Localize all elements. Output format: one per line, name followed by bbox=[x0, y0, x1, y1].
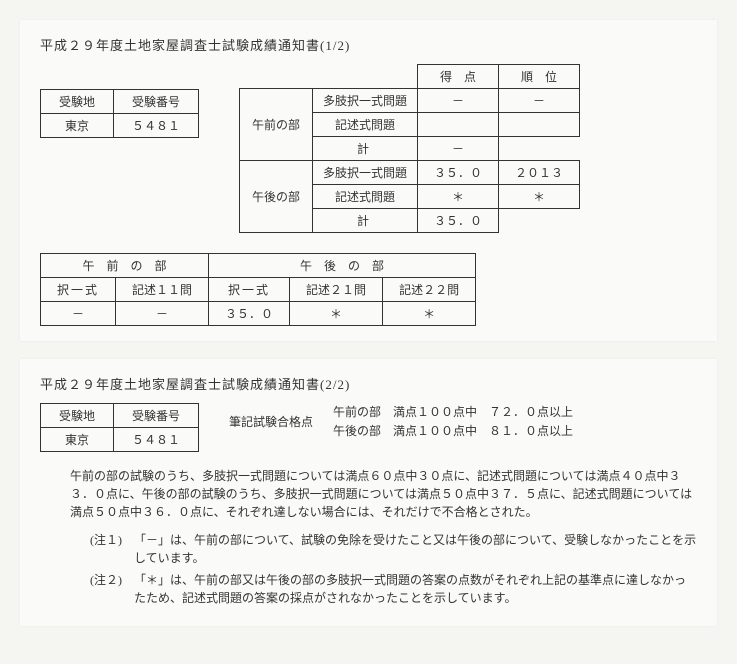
passmark-block: 筆記試験合格点 午前の部 満点１００点中 ７２．０点以上 午後の部 満点１００点… bbox=[229, 403, 573, 441]
row-type: 多肢択一式問題 bbox=[313, 161, 418, 185]
bd-col: 記述２１問 bbox=[290, 278, 383, 302]
note-1: (注１) 「－」は、午前の部について、試験の免除を受けたこと又は午後の部について… bbox=[90, 531, 697, 567]
body-text: 午前の部の試験のうち、多肢択一式問題については満点６０点中３０点に、記述式問題に… bbox=[70, 467, 697, 521]
row-rank: ＊ bbox=[499, 185, 580, 209]
breakdown-morning-label: 午 前 の 部 bbox=[41, 254, 209, 278]
row-type: 記述式問題 bbox=[313, 185, 418, 209]
morning-label: 午前の部 bbox=[240, 89, 313, 161]
row-rank bbox=[499, 209, 580, 233]
afternoon-label: 午後の部 bbox=[240, 161, 313, 233]
row-type: 計 bbox=[313, 209, 418, 233]
breakdown-afternoon-label: 午 後 の 部 bbox=[209, 254, 476, 278]
passmark-line1: 午前の部 満点１００点中 ７２．０点以上 bbox=[333, 403, 573, 422]
bd-val: － bbox=[41, 302, 116, 326]
row-type: 多肢択一式問題 bbox=[313, 89, 418, 113]
passmark-label: 筆記試験合格点 bbox=[229, 413, 313, 432]
breakdown-table: 午 前 の 部 午 後 の 部 択一式 記述１１問 択一式 記述２１問 記述２２… bbox=[40, 253, 476, 326]
page2-title: 平成２９年度土地家屋調査士試験成績通知書(2/2) bbox=[40, 374, 697, 393]
bd-col: 択一式 bbox=[209, 278, 290, 302]
exam-info-table-1: 受験地 受験番号 東京 ５４８１ bbox=[40, 89, 199, 138]
page-2: 平成２９年度土地家屋調査士試験成績通知書(2/2) 受験地 受験番号 東京 ５４… bbox=[20, 359, 717, 626]
note-1-label: (注１) bbox=[90, 531, 122, 567]
row-rank: ２０１３ bbox=[499, 161, 580, 185]
notes: (注１) 「－」は、午前の部について、試験の免除を受けたこと又は午後の部について… bbox=[90, 531, 697, 607]
score-main-table: 得 点 順 位 午前の部 多肢択一式問題 － － 記述式問題 計 － 午後の部 bbox=[239, 64, 580, 233]
row-type: 記述式問題 bbox=[313, 113, 418, 137]
row-score: ＊ bbox=[418, 185, 499, 209]
row-score: － bbox=[418, 137, 499, 161]
row-rank bbox=[499, 137, 580, 161]
passmark-line2: 午後の部 満点１００点中 ８１．０点以上 bbox=[333, 422, 573, 441]
bd-col: 記述２２問 bbox=[383, 278, 476, 302]
page1-top-row: 受験地 受験番号 東京 ５４８１ 得 点 順 位 午前の部 多肢択一式問題 － … bbox=[40, 64, 697, 233]
page-1: 平成２９年度土地家屋調査士試験成績通知書(1/2) 受験地 受験番号 東京 ５４… bbox=[20, 20, 717, 341]
bd-val: ＊ bbox=[290, 302, 383, 326]
bd-col: 記述１１問 bbox=[116, 278, 209, 302]
row-score bbox=[418, 113, 499, 137]
exam-num-value: ５４８１ bbox=[114, 114, 199, 138]
bd-col: 択一式 bbox=[41, 278, 116, 302]
exam-loc-value: 東京 bbox=[41, 428, 114, 452]
note-1-text: 「－」は、午前の部について、試験の免除を受けたこと又は午後の部について、受験しな… bbox=[134, 531, 697, 567]
exam-num-value: ５４８１ bbox=[114, 428, 199, 452]
bd-val: － bbox=[116, 302, 209, 326]
bd-val: ３５．０ bbox=[209, 302, 290, 326]
exam-loc-header: 受験地 bbox=[41, 90, 114, 114]
exam-loc-header: 受験地 bbox=[41, 404, 114, 428]
exam-loc-value: 東京 bbox=[41, 114, 114, 138]
exam-num-header: 受験番号 bbox=[114, 404, 199, 428]
rank-header: 順 位 bbox=[499, 65, 580, 89]
bd-val: ＊ bbox=[383, 302, 476, 326]
note-2-text: 「＊」は、午前の部又は午後の部の多肢択一式問題の答案の点数がそれぞれ上記の基準点… bbox=[134, 571, 697, 607]
exam-num-header: 受験番号 bbox=[114, 90, 199, 114]
row-rank: － bbox=[499, 89, 580, 113]
row-score: ３５．０ bbox=[418, 161, 499, 185]
row-score: ３５．０ bbox=[418, 209, 499, 233]
row-score: － bbox=[418, 89, 499, 113]
score-header: 得 点 bbox=[418, 65, 499, 89]
row-rank bbox=[499, 113, 580, 137]
page1-title: 平成２９年度土地家屋調査士試験成績通知書(1/2) bbox=[40, 35, 697, 54]
passmark-row: 受験地 受験番号 東京 ５４８１ 筆記試験合格点 午前の部 満点１００点中 ７２… bbox=[40, 403, 697, 452]
note-2-label: (注２) bbox=[90, 571, 122, 607]
note-2: (注２) 「＊」は、午前の部又は午後の部の多肢択一式問題の答案の点数がそれぞれ上… bbox=[90, 571, 697, 607]
exam-info-table-2: 受験地 受験番号 東京 ５４８１ bbox=[40, 403, 199, 452]
row-type: 計 bbox=[313, 137, 418, 161]
